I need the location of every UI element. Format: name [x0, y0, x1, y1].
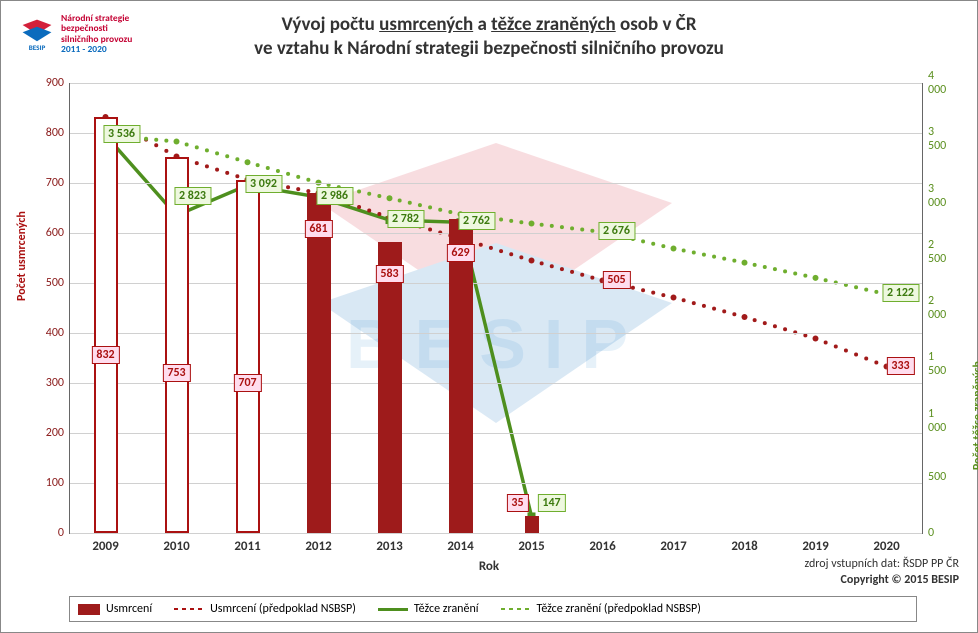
bar-usmrceni — [449, 219, 473, 534]
ytick-left: 300 — [46, 376, 64, 390]
ytick-right: 0 — [928, 526, 934, 540]
ytick-left: 700 — [46, 176, 64, 190]
bar-label: 35 — [506, 494, 528, 512]
line-label-green: 2 762 — [458, 212, 495, 230]
chart-title: Vývoj počtu usmrcených a těžce zraněných… — [1, 13, 977, 61]
ytick-right: 4 000 — [928, 69, 946, 97]
line-label-green: 2 782 — [387, 210, 424, 228]
bar-usmrceni — [378, 242, 402, 534]
pred-label-red: 505 — [602, 271, 630, 289]
ytick-left: 400 — [46, 326, 64, 340]
ytick-left: 800 — [46, 126, 64, 140]
bar-label: 583 — [375, 265, 403, 283]
legend-tezce-pred: Těžce zranění (předpoklad NSBSP) — [501, 602, 701, 616]
pred-label-green: 2 122 — [882, 284, 919, 302]
plot-area: BESIP 010020030040050060070080090005001 … — [69, 83, 923, 534]
bar-usmrceni — [236, 180, 260, 534]
xtick: 2012 — [305, 539, 331, 554]
legend: Usmrcení Usmrcení (předpoklad NSBSP) Těž… — [69, 596, 917, 622]
ytick-left: 600 — [46, 226, 64, 240]
y-axis-left-label: Počet usmrcených — [15, 211, 29, 301]
bar-label: 707 — [233, 374, 261, 392]
chart-container: BESIP Národní strategie bezpečnosti siln… — [0, 0, 978, 633]
bar-usmrceni — [165, 157, 189, 534]
xtick: 2018 — [731, 539, 757, 554]
xtick: 2019 — [802, 539, 828, 554]
chart-svg — [70, 83, 922, 533]
xtick: 2017 — [660, 539, 686, 554]
bar-usmrceni — [525, 516, 539, 534]
source-text: zdroj vstupních dat: ŘSDP PP ČR Copyrigh… — [805, 556, 959, 588]
xtick: 2015 — [518, 539, 544, 554]
line-label-green: 3 536 — [103, 125, 140, 143]
bar-usmrceni — [94, 117, 118, 533]
bar-usmrceni — [307, 193, 331, 534]
pred-label-red: 333 — [886, 357, 914, 375]
ytick-left: 900 — [46, 76, 64, 90]
line-label-green: 3 092 — [245, 175, 282, 193]
legend-line-green-icon — [378, 608, 408, 611]
legend-tezce: Těžce zranění — [378, 602, 479, 616]
ytick-right: 1 000 — [928, 407, 946, 435]
ytick-right: 500 — [928, 470, 946, 484]
legend-dot-green-icon — [501, 608, 531, 610]
y-axis-right-label: Počet těžce zraněných — [971, 361, 978, 470]
xtick: 2010 — [163, 539, 189, 554]
line-label-green: 2 986 — [316, 187, 353, 205]
xtick: 2011 — [234, 539, 260, 554]
legend-bar-icon — [78, 604, 100, 615]
ytick-right: 3 500 — [928, 125, 946, 153]
ytick-right: 2 000 — [928, 294, 946, 322]
legend-dot-red-icon — [174, 608, 204, 610]
line-label-green: 147 — [537, 494, 565, 512]
ytick-left: 100 — [46, 476, 64, 490]
ytick-right: 1 500 — [928, 350, 946, 378]
ytick-right: 2 500 — [928, 238, 946, 266]
bar-label: 681 — [304, 220, 332, 238]
ytick-left: 200 — [46, 426, 64, 440]
xtick: 2020 — [873, 539, 899, 554]
ytick-left: 0 — [58, 526, 64, 540]
xtick: 2014 — [447, 539, 473, 554]
legend-usmrceni: Usmrcení — [78, 602, 152, 616]
bar-label: 753 — [162, 364, 190, 382]
line-label-green: 2 823 — [174, 187, 211, 205]
ytick-left: 500 — [46, 276, 64, 290]
xtick: 2016 — [589, 539, 615, 554]
xtick: 2009 — [92, 539, 118, 554]
legend-usmrceni-pred: Usmrcení (předpoklad NSBSP) — [174, 602, 356, 616]
bar-label: 832 — [91, 346, 119, 364]
pred-label-green: 2 676 — [598, 222, 635, 240]
bar-label: 629 — [446, 244, 474, 262]
ytick-right: 3 000 — [928, 182, 946, 210]
xtick: 2013 — [376, 539, 402, 554]
